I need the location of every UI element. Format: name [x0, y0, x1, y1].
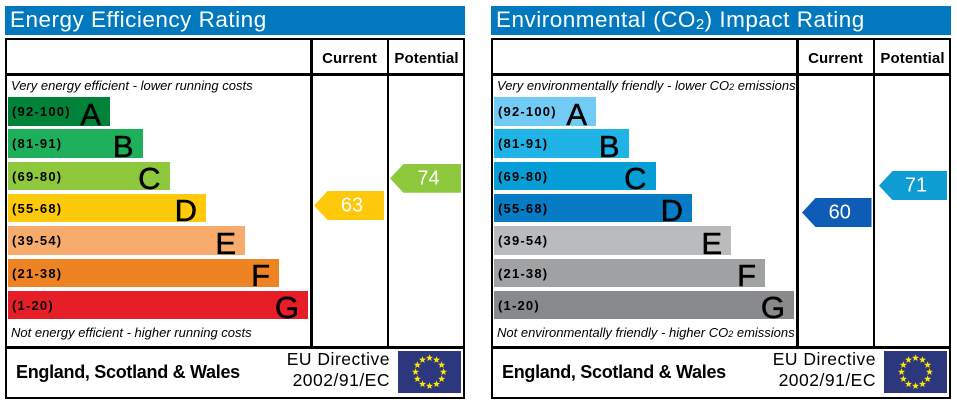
svg-text:63: 63: [341, 195, 363, 217]
svg-text:74: 74: [417, 167, 439, 189]
svg-text:71: 71: [905, 174, 927, 196]
svg-text:60: 60: [829, 202, 851, 224]
